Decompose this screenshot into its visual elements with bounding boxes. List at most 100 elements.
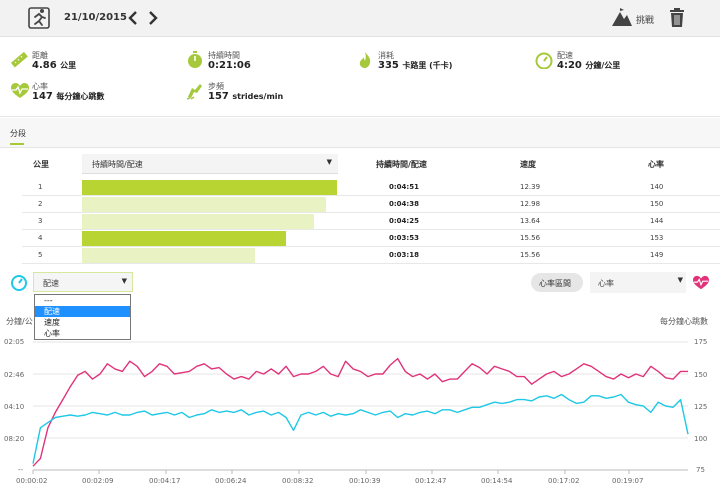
split-bar [82,248,255,263]
stopwatch-icon [188,51,202,68]
flame-icon [359,52,371,68]
pace-series-line [32,393,689,464]
cell-pace: 0:04:38 [389,200,419,208]
cell-pace: 0:04:51 [389,183,419,191]
cell-pace: 0:04:25 [389,217,419,225]
stat-label: 距離 [32,51,48,60]
right-axis-metric-select[interactable]: 心率 ▼ [590,272,686,293]
split-bar [82,180,337,195]
split-bar [82,197,326,212]
column-header-speed: 速度 [520,160,536,169]
cell-pace: 0:03:53 [389,234,419,242]
dropdown-arrow-icon: ▼ [121,277,127,285]
table-row: 3 0:04:25 13.64 144 [22,213,720,230]
cell-km: 3 [38,217,43,225]
dropdown-option[interactable]: --- [44,296,53,305]
cell-km: 5 [38,251,43,259]
x-tick: 00:04:17 [149,477,181,485]
stat-label: 步頻 [208,82,224,91]
left-y-tick: -- [18,466,24,474]
splits-header: 分段 [0,118,720,148]
left-axis-metric-value: 配速 [43,279,59,288]
left-y-tick: 08:20 [4,435,25,443]
cell-km: 4 [38,234,43,242]
heart-rate-series-line [32,357,688,467]
left-y-tick: 02:05 [4,338,25,346]
cell-pace: 0:03:18 [389,251,419,259]
cell-heart-rate: 150 [650,200,664,208]
stat-value: 147 每分鐘心跳數 [32,91,105,102]
table-row: 4 0:03:53 15.56 153 [22,230,720,247]
right-y-tick: 175 [694,338,708,346]
ruler-icon [10,51,28,68]
stat-value: 335 卡路里 (千卡) [378,60,453,71]
running-icon [28,7,50,29]
top-bar: 21/10/2015 挑戰 [0,0,720,37]
x-tick: 00:10:39 [349,477,381,485]
column-header-heart-rate: 心率 [648,160,664,169]
mountain-flag-icon [612,8,632,26]
stat-value: 0:21:06 [208,60,251,71]
cell-speed: 12.39 [520,183,541,191]
gauge-icon [11,275,27,291]
right-axis-metric-value: 心率 [598,279,614,288]
left-axis-metric-select[interactable]: 配速 ▼ [33,272,133,292]
trash-icon[interactable] [668,8,686,28]
right-y-tick: 125 [694,403,708,411]
x-tick: 00:08:32 [282,477,314,485]
left-y-tick: 04:10 [4,403,25,411]
right-y-tick: 150 [694,371,708,379]
stat-value: 157 strides/min [208,91,284,102]
left-axis-title: 分鐘/公 [6,317,33,326]
stat-value: 4.86 公里 [32,60,77,71]
split-bar [82,231,286,246]
stat-label: 配速 [557,51,573,60]
right-y-tick: 75 [696,466,705,474]
column-header-km: 公里 [33,160,49,169]
challenge-button[interactable]: 挑戰 [611,8,657,30]
dropdown-option[interactable]: 速度 [44,318,60,327]
left-y-tick: 02:46 [4,371,25,379]
dropdown-option-selected[interactable]: 配速 [35,306,130,317]
split-bar [82,214,314,229]
heart-rate-zone-label: 心率區間 [539,279,571,288]
cell-speed: 12.98 [520,200,541,208]
dropdown-arrow-icon: ▼ [326,158,332,166]
cell-speed: 13.64 [520,217,541,225]
cell-heart-rate: 140 [650,183,664,191]
split-metric-value: 持續時間/配速 [92,160,143,169]
table-row: 2 0:04:38 12.98 150 [22,196,720,213]
x-tick: 00:12:47 [415,477,447,485]
cell-speed: 15.56 [520,251,541,259]
cell-km: 2 [38,200,43,208]
heart-pulse-icon [693,275,709,290]
dropdown-arrow-icon: ▼ [677,276,683,284]
previous-arrow-icon[interactable] [126,9,140,27]
stat-label: 消耗 [378,51,394,60]
dropdown-option[interactable]: 心率 [44,329,60,338]
cell-speed: 15.56 [520,234,541,242]
table-row: 5 0:03:18 15.56 149 [22,247,720,264]
split-metric-select[interactable]: 持續時間/配速 ▼ [82,154,338,174]
gauge-icon [535,52,553,69]
x-tick: 00:14:54 [481,477,513,485]
next-arrow-icon[interactable] [146,9,160,27]
x-tick: 00:02:09 [82,477,114,485]
column-header-pace: 持續時間/配速 [376,160,427,169]
activity-stats: 距離 4.86 公里 持續時間 0:21:06 消耗 335 卡路里 (千卡) … [0,37,720,117]
x-tick: 00:19:07 [612,477,644,485]
stat-label: 持續時間 [208,51,240,60]
tab-splits[interactable]: 分段 [10,129,26,138]
cell-heart-rate: 153 [650,234,664,242]
heart-rate-zone-button[interactable]: 心率區間 [531,273,583,292]
table-row: 1 0:04:51 12.39 140 [22,179,720,196]
activity-date: 21/10/2015 [64,12,127,23]
stat-value: 4:20 分鐘/公里 [557,60,621,71]
cell-heart-rate: 149 [650,251,664,259]
x-tick: 00:00:02 [16,477,48,485]
x-tick: 00:06:24 [215,477,247,485]
cell-heart-rate: 144 [650,217,664,225]
heart-pulse-icon [11,83,29,98]
challenge-label: 挑戰 [636,16,655,26]
right-axis-title: 每分鐘心跳數 [660,317,708,326]
